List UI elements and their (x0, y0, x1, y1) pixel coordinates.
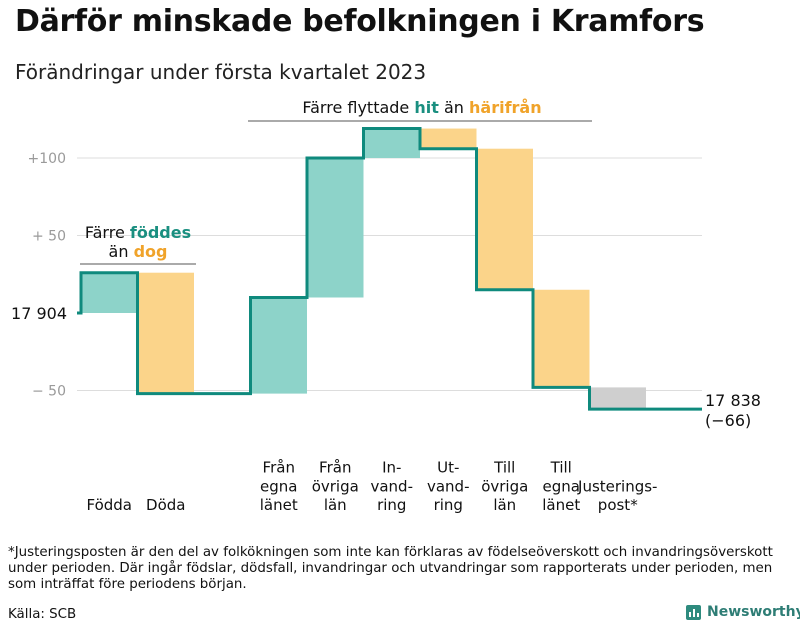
category-label: vand- (370, 477, 413, 495)
category-label: Från (263, 459, 295, 477)
category-label: In- (382, 459, 401, 477)
waterfall-bar (420, 128, 477, 149)
chart-subtitle: Förändringar under första kvartalet 2023 (15, 60, 427, 84)
brand-name: Newsworthy (707, 604, 800, 620)
waterfall-bar (81, 272, 138, 313)
category-label: länet (542, 496, 580, 514)
category-label: Justerings- (577, 477, 657, 495)
category-label: Födda (86, 496, 132, 514)
bar-chart-icon (686, 604, 701, 620)
category-label: övriga (481, 477, 528, 495)
category-label: ring (434, 496, 463, 514)
category-label: egna (260, 477, 297, 495)
brand-logo: Newsworthy (686, 604, 800, 620)
category-label: egna (543, 477, 580, 495)
y-tick-label: + 50 (32, 229, 66, 245)
waterfall-bar (250, 297, 307, 394)
chart-title: Därför minskade befolkningen i Kramfors (15, 4, 705, 39)
source-label: Källa: SCB (8, 607, 77, 622)
category-label: län (324, 496, 347, 514)
waterfall-bar (476, 148, 533, 290)
category-label: länet (260, 496, 298, 514)
category-label: ring (377, 496, 406, 514)
cumulative-line (77, 127, 702, 411)
y-tick-label: − 50 (32, 384, 66, 400)
category-label: vand- (427, 477, 470, 495)
waterfall-bar (137, 272, 194, 394)
waterfall-bar (533, 289, 590, 388)
y-tick-label: +100 (28, 151, 66, 167)
waterfall-bar (363, 128, 420, 158)
category-label: Ut- (437, 459, 459, 477)
waterfall-chart: +100 + 50 − 50 17 904 17 838(−66) Födda Döda Fr… (11, 98, 761, 514)
change-label: (−66) (705, 411, 751, 430)
births-annotation-line1: Färre föddes (85, 223, 191, 242)
category-label: Döda (146, 496, 185, 514)
migration-annotation: Färre flyttade hit än härifrån (302, 98, 541, 117)
category-label: övriga (312, 477, 359, 495)
end-value-label: 17 838 (705, 391, 761, 410)
births-annotation-line2: än dog (109, 242, 168, 261)
waterfall-bar (589, 387, 646, 410)
footnote: *Justeringsposten är den del av folkökni… (8, 545, 773, 592)
category-label: län (493, 496, 516, 514)
category-label: Till (493, 459, 515, 477)
category-label: post* (598, 496, 638, 514)
start-value-label: 17 904 (11, 304, 67, 323)
category-label: Till (550, 459, 572, 477)
waterfall-bar (307, 158, 364, 298)
category-label: Från (319, 459, 351, 477)
